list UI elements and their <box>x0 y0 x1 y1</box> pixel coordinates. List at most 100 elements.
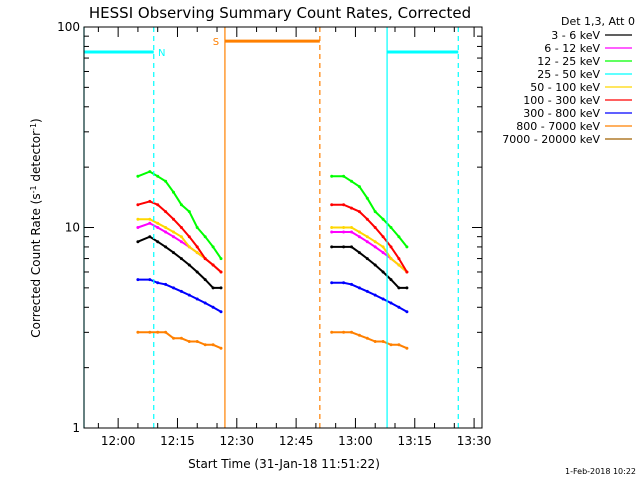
data-point-5-1-0 <box>330 203 334 207</box>
data-point-7-0-4 <box>172 336 175 340</box>
data-point-0-1-4 <box>365 257 369 261</box>
data-point-2-0-7 <box>195 226 199 229</box>
data-point-7-1-4 <box>365 336 369 340</box>
data-point-4-0-6 <box>187 245 191 249</box>
data-point-7-1-7 <box>389 343 393 347</box>
data-point-7-1-0 <box>330 330 334 334</box>
data-point-0-1-9 <box>405 286 409 290</box>
data-point-5-0-0 <box>136 203 140 207</box>
data-point-5-0-4 <box>172 217 175 221</box>
data-point-5-0-9 <box>211 263 215 267</box>
data-point-5-1-7 <box>389 245 393 249</box>
data-point-4-1-2 <box>350 226 353 229</box>
data-point-6-0-0 <box>136 278 140 282</box>
series-line-0-segment-1 <box>331 245 407 289</box>
data-point-1-0-0 <box>136 226 140 229</box>
data-point-7-1-5 <box>373 340 377 343</box>
data-point-6-0-2 <box>156 281 160 285</box>
data-point-1-1-3 <box>357 235 361 239</box>
data-point-5-0-1 <box>148 199 152 203</box>
data-point-0-1-8 <box>397 286 401 290</box>
data-point-0-1-3 <box>357 251 361 255</box>
data-point-2-1-1 <box>342 174 346 178</box>
data-point-6-1-8 <box>397 305 401 309</box>
data-point-5-0-5 <box>179 226 183 229</box>
data-point-0-0-10 <box>219 286 223 290</box>
series-line-4-segment-1 <box>331 226 408 273</box>
data-point-7-0-2 <box>156 330 160 334</box>
data-point-0-0-5 <box>179 257 183 261</box>
timestamp-label: 1-Feb-2018 10:22 <box>565 467 636 476</box>
data-point-6-0-6 <box>187 293 191 297</box>
data-point-6-0-10 <box>219 310 223 314</box>
data-point-1-1-1 <box>342 230 346 234</box>
data-point-7-1-1 <box>342 330 346 334</box>
data-point-4-0-5 <box>179 235 183 239</box>
data-point-4-1-0 <box>330 226 334 229</box>
data-point-2-1-8 <box>397 235 401 239</box>
data-point-0-1-0 <box>330 245 334 249</box>
data-point-2-0-9 <box>211 245 215 249</box>
data-point-5-0-3 <box>164 210 168 214</box>
data-point-0-0-3 <box>164 245 168 249</box>
data-point-2-0-0 <box>136 174 140 178</box>
data-point-5-0-6 <box>187 235 191 239</box>
data-point-4-0-0 <box>136 217 140 221</box>
data-point-0-0-9 <box>211 286 215 290</box>
x-tick-label-5: 13:15 <box>397 434 432 448</box>
x-tick-label-2: 12:30 <box>219 434 254 448</box>
data-point-2-1-4 <box>365 196 369 200</box>
annotation-flag-label-0: N <box>158 48 165 59</box>
data-point-6-0-5 <box>179 289 183 293</box>
data-point-2-0-2 <box>156 174 160 178</box>
data-point-4-0-1 <box>148 217 152 221</box>
data-point-2-1-2 <box>350 179 353 183</box>
axes-layer: 12:00 12:15 12:30 12:45 13:00 13:15 13:30 1 10 10… <box>57 20 491 448</box>
data-point-6-1-2 <box>350 282 353 286</box>
data-point-1-1-2 <box>350 230 353 234</box>
data-point-4-0-7 <box>195 251 199 255</box>
data-point-6-1-5 <box>373 293 377 297</box>
data-point-1-1-5 <box>373 245 377 249</box>
data-point-5-0-2 <box>156 203 160 207</box>
data-point-0-1-1 <box>342 245 346 249</box>
data-point-6-1-6 <box>381 297 385 301</box>
data-point-0-1-6 <box>381 270 385 274</box>
data-point-5-0-8 <box>203 257 207 261</box>
y-tick-label-0: 1 <box>72 421 80 435</box>
data-point-1-0-5 <box>179 240 183 244</box>
data-point-2-0-1 <box>148 170 152 174</box>
data-point-4-1-5 <box>373 240 377 244</box>
data-point-4-0-2 <box>156 221 160 225</box>
data-point-7-1-9 <box>405 346 409 350</box>
data-point-7-1-3 <box>357 333 361 337</box>
data-point-5-1-4 <box>365 217 369 221</box>
data-point-6-1-4 <box>365 289 369 293</box>
data-point-7-0-0 <box>136 330 140 334</box>
data-point-6-1-9 <box>405 310 409 314</box>
data-point-2-1-6 <box>381 217 385 221</box>
annotation-flag-label-2: S <box>213 37 219 48</box>
data-point-7-1-2 <box>350 330 353 334</box>
data-point-5-0-7 <box>195 245 199 249</box>
chart-title: HESSI Observing Summary Count Rates, Cor… <box>89 4 471 22</box>
data-point-2-0-8 <box>203 235 207 239</box>
data-point-4-1-8 <box>397 263 401 267</box>
data-point-5-1-3 <box>357 210 361 214</box>
data-point-2-0-5 <box>179 203 183 207</box>
data-point-0-0-8 <box>203 278 207 282</box>
data-point-2-1-7 <box>389 226 393 229</box>
data-point-7-1-6 <box>381 340 385 343</box>
y-tick-label-1: 10 <box>65 221 80 235</box>
legend-label-4: 50 - 100 keV <box>530 81 600 94</box>
data-point-0-1-7 <box>389 278 393 282</box>
data-point-2-0-3 <box>164 179 168 183</box>
data-point-0-0-1 <box>148 235 152 239</box>
legend-label-7: 800 - 7000 keV <box>516 120 600 133</box>
data-point-1-0-2 <box>156 226 160 229</box>
data-point-5-0-10 <box>219 270 223 274</box>
data-point-0-0-2 <box>156 240 160 244</box>
data-point-2-1-0 <box>330 174 334 178</box>
